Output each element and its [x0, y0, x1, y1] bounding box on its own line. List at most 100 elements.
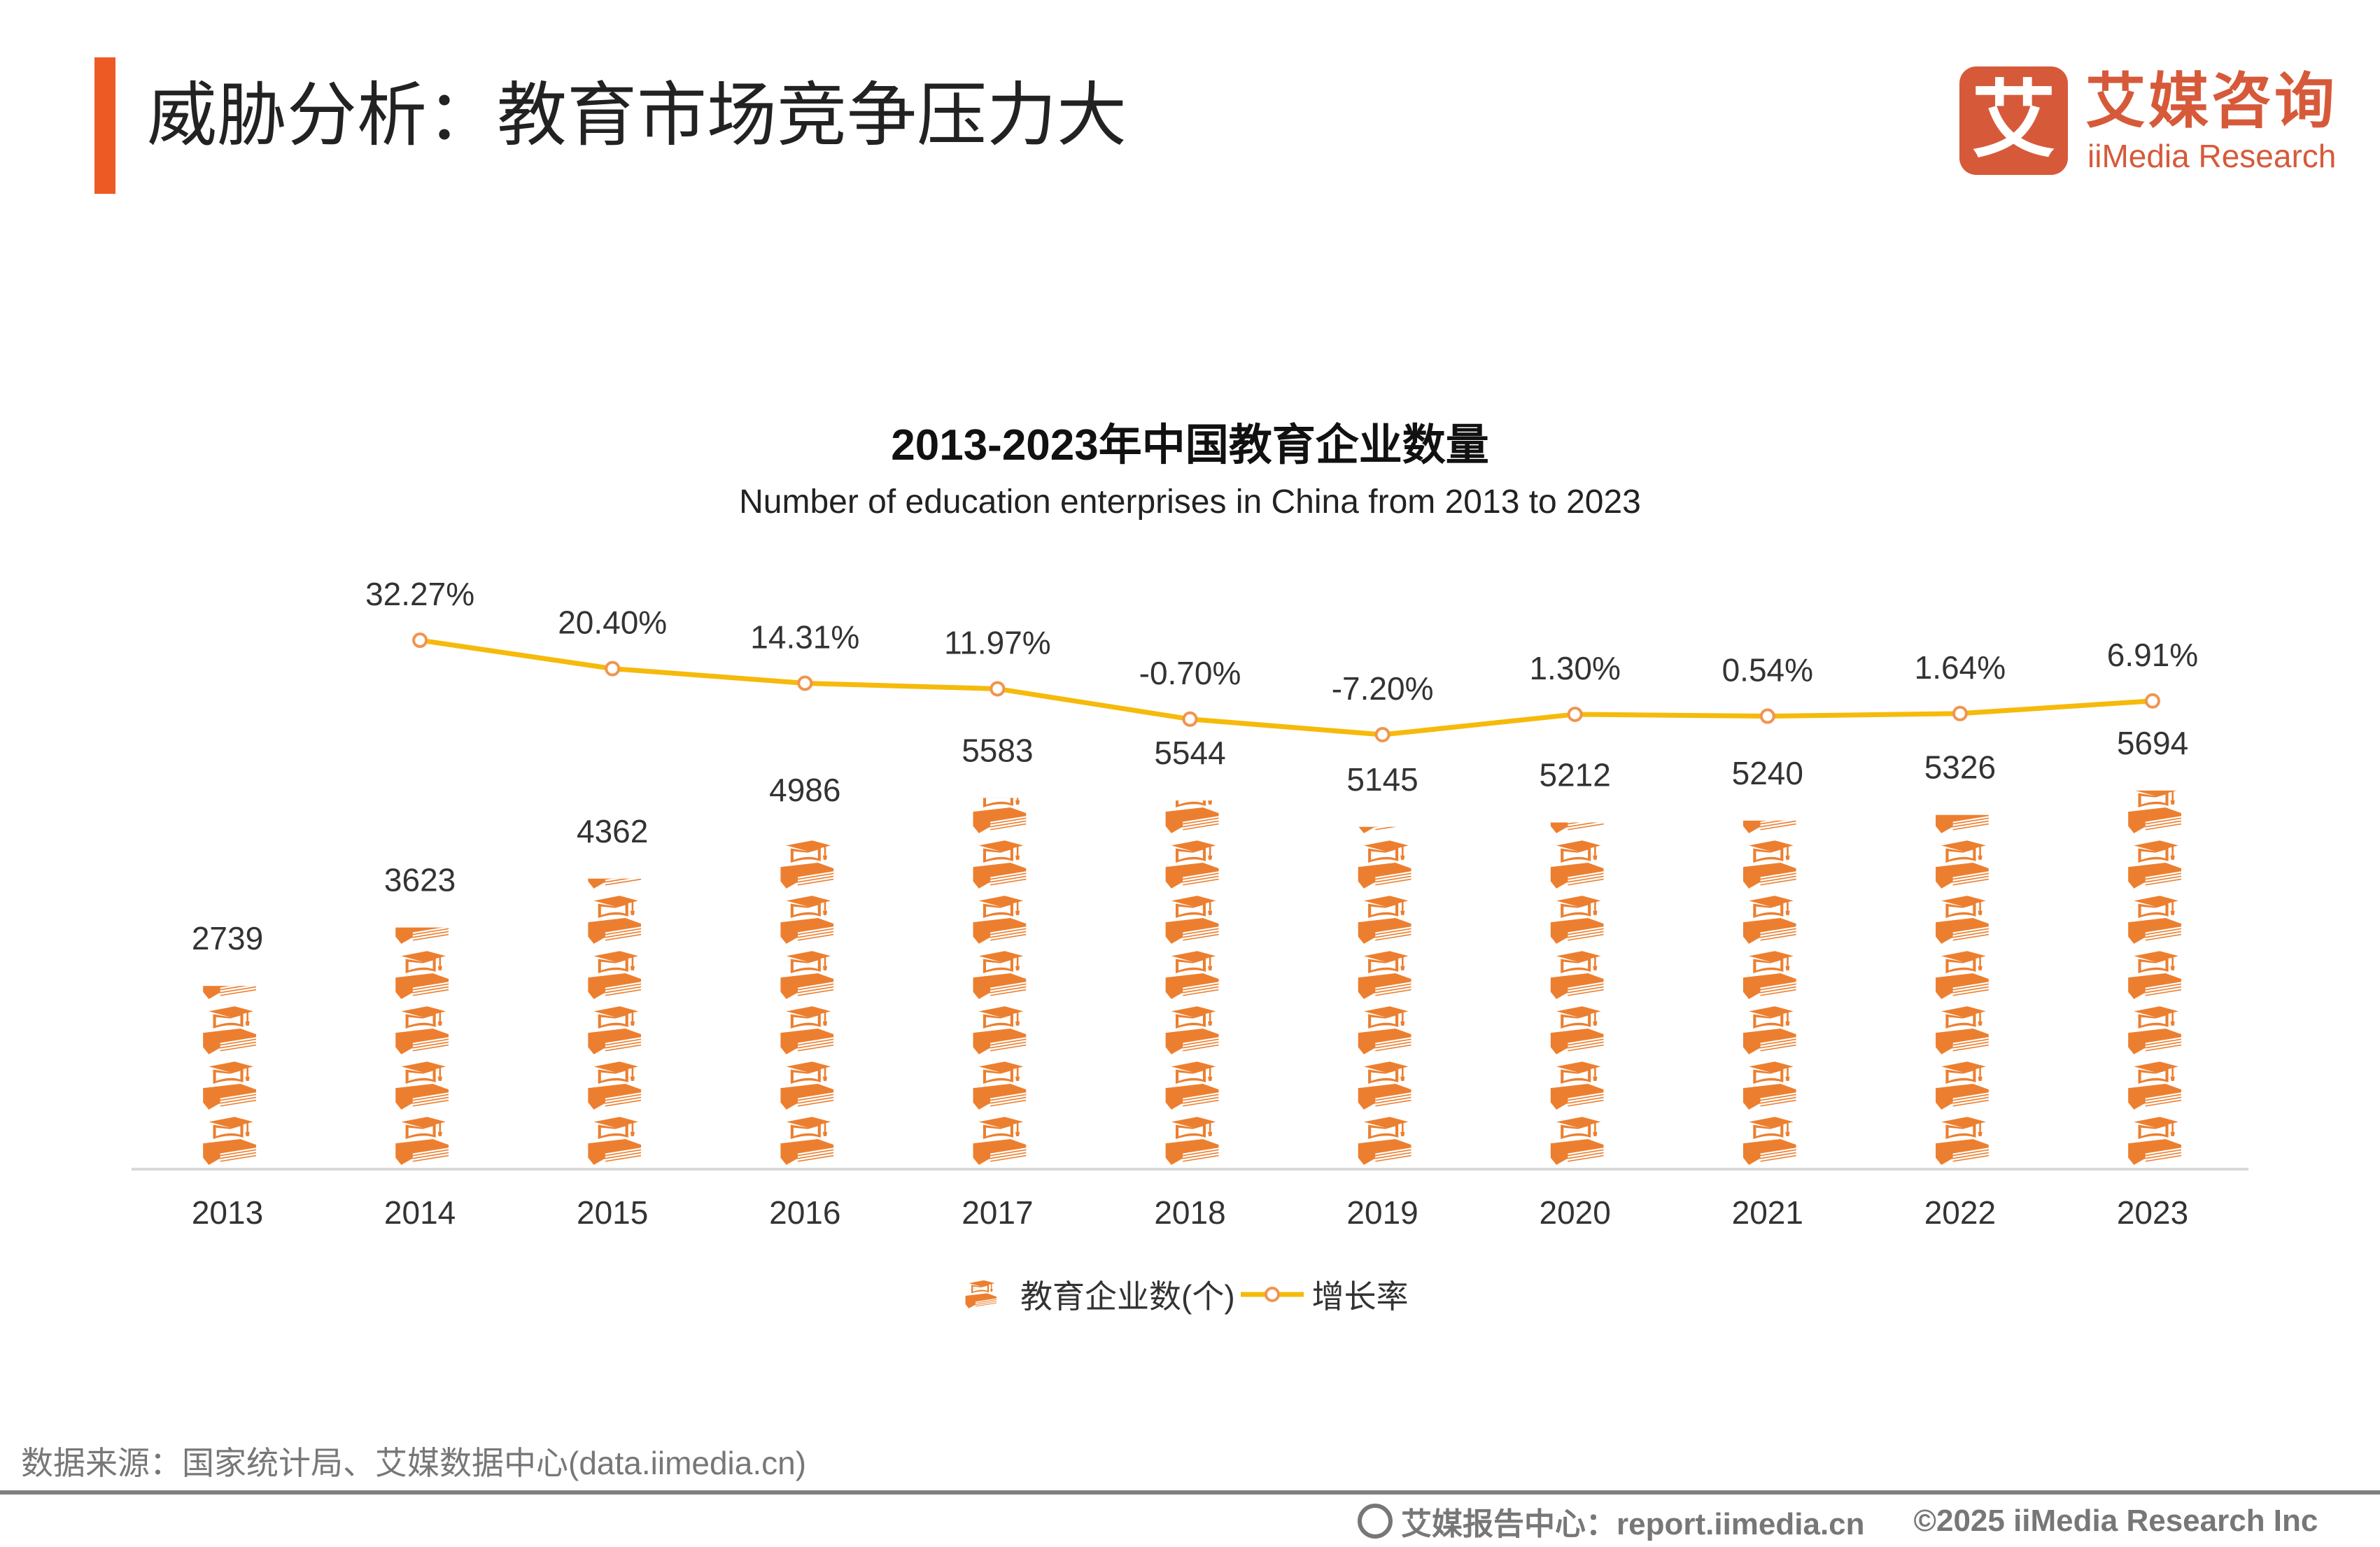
growth-rate-label: 1.30% — [1529, 650, 1620, 686]
graduation-book-icon — [1357, 949, 1411, 999]
x-tick-label: 2021 — [1732, 1194, 1803, 1231]
graduation-book-icon — [1742, 894, 1796, 944]
graduation-book-icon — [1934, 1115, 1989, 1165]
logo-cn-text: 艾媒咨询 — [2085, 68, 2337, 135]
graduation-book-icon — [1934, 814, 1989, 833]
growth-rate-point — [797, 675, 813, 691]
pictogram-bar — [202, 986, 256, 1165]
graduation-book-icon — [1549, 1060, 1604, 1110]
bar-value-label: 5583 — [962, 732, 1033, 768]
graduation-book-icon — [202, 1115, 256, 1165]
graduation-book-icon — [202, 986, 256, 999]
chart-title: 2013-2023年中国教育企业数量 — [891, 421, 1489, 469]
bar-value-label: 3623 — [384, 862, 456, 898]
graduation-book-icon — [1934, 1005, 1989, 1054]
graduation-book-icon — [1742, 820, 1796, 833]
growth-rate-label: -7.20% — [1332, 670, 1434, 707]
graduation-book-icon — [1549, 894, 1604, 944]
graduation-book-icon — [1164, 1005, 1219, 1054]
graduation-book-icon — [1742, 1060, 1796, 1110]
growth-rate-label: 1.64% — [1915, 649, 2006, 686]
pictogram-bar — [1742, 820, 1796, 1165]
footer-report-center[interactable]: 艾媒报告中心：report.iimedia.cn — [1401, 1507, 1865, 1541]
x-tick-label: 2016 — [769, 1194, 840, 1231]
growth-rate-label: 32.27% — [365, 576, 474, 612]
graduation-book-icon — [1742, 1115, 1796, 1165]
growth-rate-point — [2145, 693, 2160, 709]
graduation-book-icon — [1357, 1115, 1411, 1165]
legend-bar-label: 教育企业数(个) — [1020, 1278, 1235, 1315]
bar-value-label: 5326 — [1924, 749, 1996, 786]
x-tick-label: 2019 — [1346, 1194, 1418, 1231]
x-tick-label: 2013 — [192, 1194, 263, 1231]
graduation-book-icon — [780, 1060, 834, 1110]
graduation-book-icon — [1742, 949, 1796, 999]
chart-subtitle: Number of education enterprises in China… — [739, 483, 1641, 521]
pictogram-bar — [394, 927, 449, 1165]
growth-rate-label: 11.97% — [944, 624, 1051, 661]
data-source: 数据来源：国家统计局、艾媒数据中心(data.iimedia.cn) — [21, 1445, 807, 1481]
graduation-book-icon — [1357, 1005, 1411, 1054]
bar-value-label: 4986 — [769, 772, 840, 808]
graduation-book-icon — [972, 949, 1027, 999]
growth-rate-label: 0.54% — [1722, 652, 1813, 688]
growth-rate-label: 20.40% — [558, 605, 667, 641]
growth-rate-label: 6.91% — [2107, 637, 2198, 673]
pictogram-bar — [587, 878, 642, 1165]
legend-bar-icon — [964, 1280, 998, 1308]
graduation-book-icon — [1357, 894, 1411, 944]
graduation-book-icon — [1934, 839, 1989, 889]
graduation-book-icon — [780, 949, 834, 999]
graduation-book-icon — [972, 798, 1027, 833]
graduation-book-icon — [1164, 839, 1219, 889]
graduation-book-icon — [1164, 1060, 1219, 1110]
graduation-book-icon — [394, 927, 449, 944]
growth-rate-point — [605, 661, 621, 677]
pictogram-bar — [1164, 800, 1219, 1165]
graduation-book-icon — [2127, 1060, 2181, 1110]
growth-rate-point — [1759, 708, 1775, 724]
x-tick-label: 2014 — [384, 1194, 456, 1231]
graduation-book-icon — [1549, 839, 1604, 889]
x-tick-label: 2022 — [1924, 1194, 1996, 1231]
legend-line-label: 增长率 — [1311, 1278, 1409, 1315]
x-tick-label: 2015 — [577, 1194, 648, 1231]
graduation-book-icon — [2127, 1005, 2181, 1054]
graduation-book-icon — [1164, 1115, 1219, 1165]
growth-rate-point — [1567, 706, 1583, 722]
graduation-book-icon — [972, 1060, 1027, 1110]
growth-rate-point — [412, 633, 428, 649]
bar-value-label: 5694 — [2117, 725, 2188, 761]
pictogram-bar — [972, 798, 1027, 1165]
graduation-book-icon — [202, 1060, 256, 1110]
growth-rate-line — [419, 637, 2153, 737]
graduation-book-icon — [2127, 949, 2181, 999]
x-tick-label: 2020 — [1540, 1194, 1611, 1231]
graduation-book-icon — [780, 1115, 834, 1165]
graduation-book-icon — [587, 894, 642, 944]
graduation-book-icon — [1549, 1115, 1604, 1165]
graduation-book-icon — [2127, 894, 2181, 944]
graduation-book-icon — [972, 894, 1027, 944]
bar-value-label: 5240 — [1732, 755, 1803, 791]
pictogram-bar — [2127, 790, 2181, 1165]
graduation-book-icon — [780, 1005, 834, 1054]
graduation-book-icon — [1742, 839, 1796, 889]
graduation-book-icon — [587, 949, 642, 999]
globe-icon — [1358, 1504, 1393, 1539]
graduation-book-icon — [394, 1005, 449, 1054]
bar-value-label: 5145 — [1346, 761, 1418, 798]
growth-rate-point — [990, 681, 1006, 697]
growth-rate-label: -0.70% — [1139, 655, 1241, 691]
graduation-book-icon — [394, 949, 449, 999]
graduation-book-icon — [394, 1060, 449, 1110]
logo-en-text: iiMedia Research — [2087, 138, 2337, 174]
graduation-book-icon — [1164, 949, 1219, 999]
chart-legend: 教育企业数(个) 增长率 — [952, 1270, 1409, 1319]
graduation-book-icon — [1164, 800, 1219, 833]
bar-value-label: 2739 — [192, 920, 263, 956]
title-accent-bar — [94, 57, 115, 194]
graduation-book-icon — [1742, 1005, 1796, 1054]
pictogram-bar — [780, 839, 834, 1165]
